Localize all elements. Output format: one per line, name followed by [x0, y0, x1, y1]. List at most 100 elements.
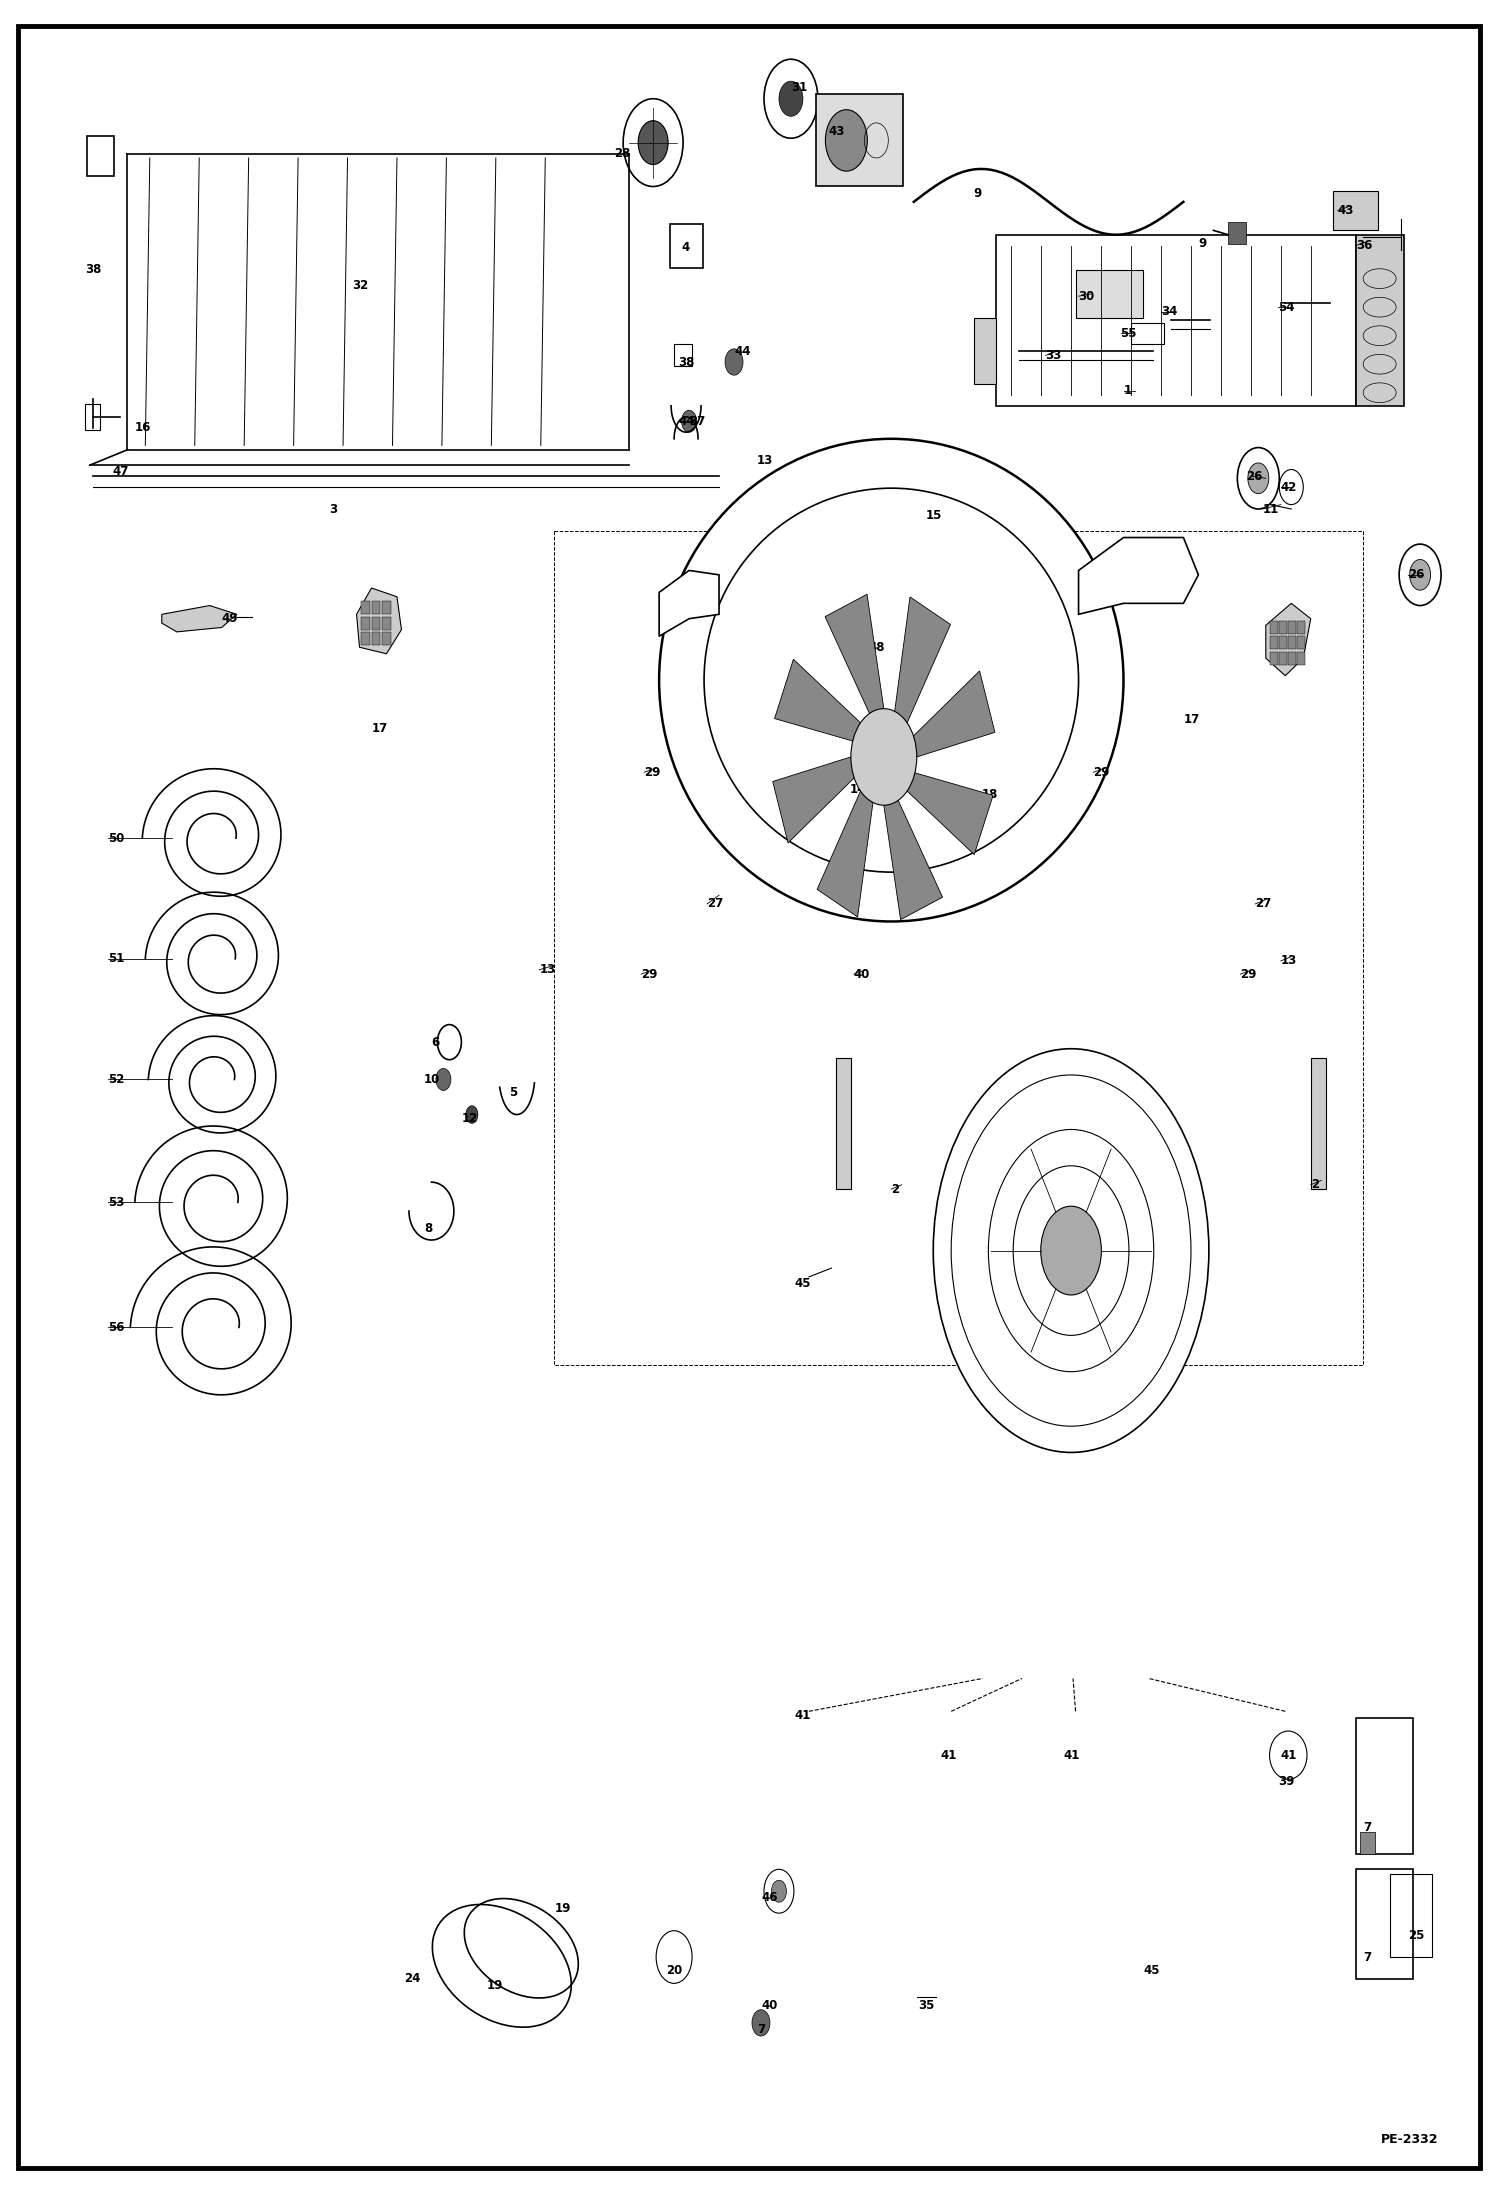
Polygon shape — [884, 801, 942, 919]
Text: 44: 44 — [734, 344, 750, 358]
Polygon shape — [1266, 603, 1311, 676]
Text: 3: 3 — [330, 502, 337, 516]
Circle shape — [764, 59, 818, 138]
Text: 47: 47 — [112, 465, 129, 478]
Circle shape — [466, 1106, 478, 1123]
Text: 23: 23 — [1188, 1222, 1204, 1235]
Circle shape — [623, 99, 683, 186]
Text: 43: 43 — [1338, 204, 1354, 217]
Text: 35: 35 — [918, 1999, 935, 2012]
Bar — [974, 318, 996, 384]
Bar — [1270, 621, 1278, 634]
Text: 6: 6 — [431, 1036, 440, 1049]
Ellipse shape — [659, 439, 1124, 921]
Bar — [816, 94, 903, 186]
Circle shape — [1237, 448, 1279, 509]
Text: 56: 56 — [108, 1321, 124, 1334]
Bar — [1297, 636, 1305, 649]
Text: 40: 40 — [761, 1999, 777, 2012]
Circle shape — [436, 1068, 451, 1090]
Bar — [836, 1058, 851, 1189]
Text: 12: 12 — [461, 1112, 478, 1126]
Circle shape — [1013, 1165, 1129, 1336]
Text: 21: 21 — [364, 608, 380, 621]
Text: 37: 37 — [689, 415, 706, 428]
Circle shape — [1399, 544, 1441, 606]
Text: 29: 29 — [1240, 968, 1257, 981]
Bar — [85, 404, 100, 430]
Bar — [1356, 235, 1404, 406]
Text: 26: 26 — [1408, 568, 1425, 581]
Circle shape — [682, 410, 697, 432]
Ellipse shape — [704, 489, 1079, 871]
Text: 7: 7 — [1363, 1950, 1371, 1964]
Text: 51: 51 — [108, 952, 124, 965]
Text: 10: 10 — [424, 1073, 440, 1086]
Bar — [1279, 621, 1287, 634]
Circle shape — [825, 110, 867, 171]
Text: 13: 13 — [539, 963, 556, 976]
Circle shape — [989, 1130, 1153, 1371]
Text: 55: 55 — [1121, 327, 1137, 340]
Bar — [361, 601, 370, 614]
Bar — [1390, 1874, 1432, 1957]
Text: 30: 30 — [1079, 290, 1095, 303]
Bar — [361, 617, 370, 630]
Circle shape — [779, 81, 803, 116]
Circle shape — [771, 1880, 786, 1902]
Text: 4: 4 — [682, 241, 691, 255]
Polygon shape — [357, 588, 401, 654]
Text: 29: 29 — [641, 968, 658, 981]
Circle shape — [1041, 1207, 1101, 1294]
Bar — [1360, 1832, 1375, 1854]
Text: 29: 29 — [644, 766, 661, 779]
Text: 17: 17 — [1183, 713, 1200, 726]
Text: 34: 34 — [1161, 305, 1177, 318]
Text: 36: 36 — [1356, 239, 1372, 252]
Text: 38: 38 — [85, 263, 102, 276]
Polygon shape — [774, 658, 860, 742]
Bar — [1279, 636, 1287, 649]
Bar — [1333, 191, 1378, 230]
Text: 43: 43 — [828, 125, 845, 138]
Text: 28: 28 — [614, 147, 631, 160]
Text: 20: 20 — [667, 1964, 683, 1977]
Bar — [1356, 1718, 1413, 1854]
Text: 41: 41 — [794, 1709, 810, 1722]
Text: 15: 15 — [926, 509, 942, 522]
Text: 31: 31 — [791, 81, 807, 94]
Circle shape — [933, 1049, 1209, 1452]
Circle shape — [638, 121, 668, 165]
Circle shape — [1248, 463, 1269, 494]
Polygon shape — [825, 595, 884, 713]
Text: 8: 8 — [424, 1222, 433, 1235]
Text: 52: 52 — [108, 1073, 124, 1086]
Bar — [372, 632, 380, 645]
Bar — [1311, 1058, 1326, 1189]
Bar — [372, 601, 380, 614]
Text: 5: 5 — [509, 1086, 518, 1099]
Text: 44: 44 — [679, 415, 695, 428]
Text: 13: 13 — [1281, 954, 1297, 968]
Text: 16: 16 — [135, 421, 151, 434]
Text: 22: 22 — [1285, 652, 1302, 665]
Bar — [1288, 652, 1296, 665]
Polygon shape — [1079, 538, 1198, 614]
Bar — [361, 632, 370, 645]
Circle shape — [851, 709, 917, 805]
Text: 27: 27 — [1255, 897, 1272, 911]
Bar — [1270, 652, 1278, 665]
Polygon shape — [162, 606, 237, 632]
Bar — [996, 235, 1356, 406]
Text: 24: 24 — [404, 1972, 421, 1986]
Text: 26: 26 — [1246, 470, 1263, 483]
Text: 27: 27 — [707, 897, 724, 911]
Text: 2: 2 — [1311, 1178, 1318, 1191]
Text: 45: 45 — [1143, 1964, 1159, 1977]
Polygon shape — [816, 792, 873, 917]
Bar — [1297, 621, 1305, 634]
Text: 32: 32 — [352, 279, 369, 292]
Text: PE-2332: PE-2332 — [1381, 2133, 1438, 2146]
Text: 41: 41 — [941, 1749, 957, 1762]
Text: 14: 14 — [849, 783, 866, 796]
